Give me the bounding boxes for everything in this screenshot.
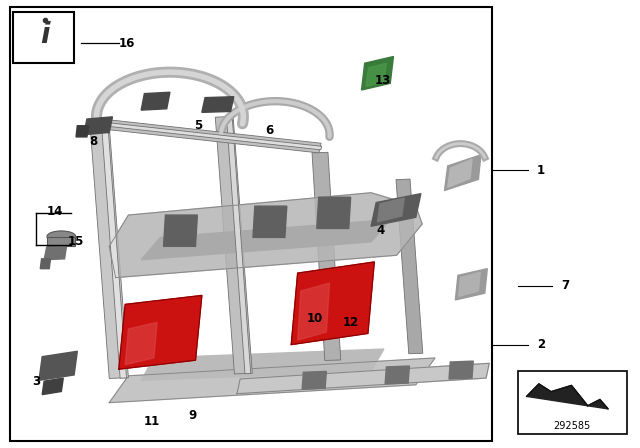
Text: 8: 8 [89, 135, 97, 148]
Polygon shape [291, 262, 374, 345]
Polygon shape [141, 349, 384, 380]
Polygon shape [84, 117, 113, 135]
Polygon shape [76, 126, 89, 137]
Polygon shape [109, 193, 422, 278]
Text: 6: 6 [265, 124, 273, 137]
Text: 7: 7 [561, 279, 570, 292]
Polygon shape [456, 269, 487, 300]
Bar [518, 371, 627, 434]
Polygon shape [215, 116, 252, 374]
Polygon shape [298, 283, 330, 340]
Polygon shape [99, 122, 322, 150]
Polygon shape [202, 97, 234, 112]
Polygon shape [527, 384, 608, 409]
Text: 2: 2 [537, 338, 545, 351]
Bar [47, 237, 76, 246]
Text: 5: 5 [195, 119, 203, 132]
Polygon shape [141, 92, 170, 110]
Polygon shape [42, 378, 63, 395]
Polygon shape [378, 198, 404, 222]
Polygon shape [109, 358, 435, 403]
Text: 292585: 292585 [554, 422, 591, 431]
Text: 11: 11 [144, 415, 160, 428]
Polygon shape [317, 197, 351, 228]
Polygon shape [449, 361, 473, 379]
Text: 10: 10 [307, 312, 323, 325]
Polygon shape [302, 371, 326, 389]
Polygon shape [44, 246, 67, 260]
Polygon shape [385, 366, 410, 384]
Text: 4: 4 [376, 224, 385, 237]
Polygon shape [237, 363, 489, 394]
Polygon shape [312, 152, 340, 361]
Text: 3: 3 [32, 375, 40, 388]
Polygon shape [97, 119, 321, 153]
Polygon shape [445, 155, 481, 190]
Bar [10, 8, 492, 440]
Polygon shape [448, 159, 472, 187]
Text: 14: 14 [47, 206, 63, 219]
Polygon shape [164, 215, 197, 246]
Polygon shape [227, 117, 251, 374]
Polygon shape [141, 220, 390, 260]
Bar [13, 12, 74, 63]
Polygon shape [102, 125, 127, 378]
Text: 13: 13 [374, 73, 390, 87]
Polygon shape [39, 351, 77, 380]
Text: 15: 15 [68, 235, 84, 248]
Polygon shape [371, 194, 421, 226]
Polygon shape [366, 63, 387, 86]
Polygon shape [362, 56, 394, 90]
Polygon shape [396, 179, 423, 354]
Polygon shape [253, 206, 287, 237]
Polygon shape [125, 322, 157, 365]
Polygon shape [90, 125, 129, 379]
Ellipse shape [47, 231, 76, 242]
Polygon shape [119, 296, 202, 369]
Text: 1: 1 [537, 164, 545, 177]
Polygon shape [40, 259, 51, 269]
Text: 16: 16 [119, 37, 135, 50]
Text: 12: 12 [342, 316, 359, 329]
Text: i: i [40, 22, 50, 49]
Polygon shape [459, 272, 480, 296]
Text: 9: 9 [188, 409, 196, 422]
